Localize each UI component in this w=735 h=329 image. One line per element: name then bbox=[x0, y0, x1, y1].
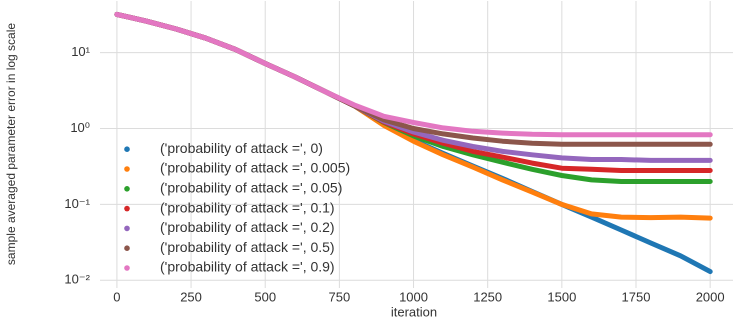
x-tick-label: 1250 bbox=[473, 289, 502, 304]
legend-label: ('probability of attack =', 0.5) bbox=[160, 239, 335, 255]
y-tick-label: 10⁰ bbox=[70, 120, 90, 135]
legend-label: ('probability of attack =', 0) bbox=[160, 140, 323, 156]
legend-label: ('probability of attack =', 0.05) bbox=[160, 180, 342, 196]
x-tick-label: 750 bbox=[329, 289, 351, 304]
legend-marker bbox=[124, 225, 130, 232]
y-tick-label: 10¹ bbox=[71, 44, 90, 59]
x-tick-label: 250 bbox=[180, 289, 202, 304]
x-tick-label: 0 bbox=[113, 289, 120, 304]
legend-marker bbox=[124, 146, 130, 152]
legend-label: ('probability of attack =', 0.2) bbox=[160, 219, 335, 235]
x-tick-label: 2000 bbox=[696, 289, 725, 304]
x-tick-label: 1000 bbox=[399, 289, 428, 304]
legend-marker bbox=[124, 245, 130, 251]
legend-label: ('probability of attack =', 0.005) bbox=[160, 160, 350, 176]
x-tick-label: 500 bbox=[254, 289, 276, 304]
legend-marker bbox=[124, 205, 130, 212]
y-tick-label: 10⁻¹ bbox=[64, 196, 90, 211]
legend: ('probability of attack =', 0) ('probabil… bbox=[124, 140, 350, 275]
x-tick-label: 1750 bbox=[622, 289, 651, 304]
legend-label: ('probability of attack =', 0.1) bbox=[160, 199, 335, 215]
legend-marker bbox=[124, 265, 130, 271]
y-axis-label: sample averaged parameter error in log s… bbox=[4, 23, 18, 265]
x-axis-label: iteration bbox=[391, 304, 437, 319]
legend-marker bbox=[124, 166, 130, 172]
legend-marker bbox=[124, 186, 130, 192]
legend-label: ('probability of attack =', 0.9) bbox=[160, 259, 335, 275]
x-tick-label: 1500 bbox=[547, 289, 576, 304]
y-tick-label: 10⁻² bbox=[64, 272, 90, 287]
series-line bbox=[114, 11, 713, 138]
